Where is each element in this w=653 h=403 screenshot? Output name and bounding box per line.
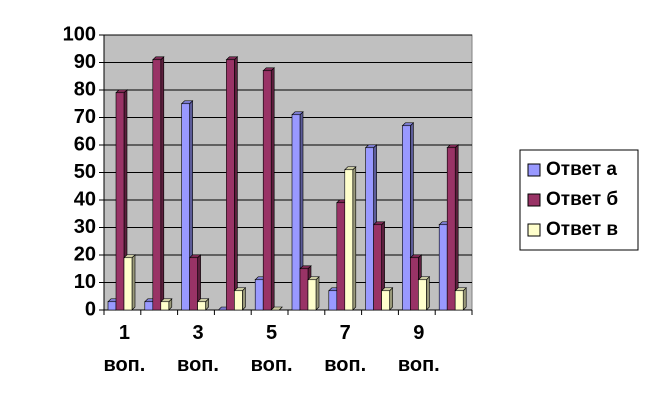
bar-side xyxy=(242,287,246,311)
bar-side xyxy=(234,56,238,311)
bar xyxy=(328,290,338,311)
bar xyxy=(336,202,346,311)
bar xyxy=(418,279,427,311)
bar xyxy=(381,290,390,311)
bar-top xyxy=(270,306,283,311)
bar xyxy=(291,114,301,311)
bar-side xyxy=(352,166,357,311)
bar xyxy=(197,301,206,311)
x-tick-label: 1 воп. xyxy=(103,322,146,376)
bar-side xyxy=(462,287,467,311)
bar xyxy=(262,70,272,311)
y-tick-label: 50 xyxy=(74,161,96,183)
y-tick-label: 40 xyxy=(74,188,96,210)
bar-side xyxy=(131,254,136,311)
bar-side xyxy=(315,276,320,311)
x-tick-label: 9 воп. xyxy=(397,322,440,376)
y-tick-label: 90 xyxy=(74,51,96,73)
bar xyxy=(254,279,264,311)
bar xyxy=(373,224,382,311)
bar xyxy=(410,257,419,311)
y-tick-label: 10 xyxy=(74,271,96,293)
bar xyxy=(402,125,411,311)
bar xyxy=(144,301,154,311)
bar xyxy=(234,290,243,311)
y-tick-label: 60 xyxy=(74,133,96,155)
y-tick-label: 20 xyxy=(74,243,96,265)
x-tick-label: 7 воп. xyxy=(324,322,367,376)
bar xyxy=(107,301,117,311)
bar xyxy=(160,301,170,311)
bar xyxy=(226,59,235,311)
bar xyxy=(115,92,125,311)
legend-label: Ответ а xyxy=(546,159,617,180)
bar xyxy=(344,169,354,311)
bar xyxy=(438,224,448,311)
bar-side xyxy=(426,276,430,311)
x-tick-label: 3 воп. xyxy=(177,322,219,376)
bar xyxy=(365,147,374,311)
bar-side xyxy=(389,287,393,311)
bar xyxy=(454,290,464,311)
x-tick-label: 5 воп. xyxy=(250,322,293,376)
legend-label: Ответ б xyxy=(546,189,618,210)
y-tick-label: 80 xyxy=(74,78,96,100)
legend-swatch xyxy=(527,193,541,207)
bar-side xyxy=(270,67,275,311)
bar xyxy=(446,147,456,311)
y-tick-label: 0 xyxy=(85,298,96,320)
bar-side xyxy=(160,56,165,311)
legend-swatch xyxy=(527,163,541,177)
y-tick-label: 100 xyxy=(63,23,96,45)
bar xyxy=(152,59,162,311)
bar xyxy=(189,257,198,311)
bar xyxy=(299,268,309,311)
legend-label: Ответ в xyxy=(546,219,618,240)
bar xyxy=(123,257,133,311)
y-tick-label: 70 xyxy=(74,106,96,128)
legend-swatch xyxy=(527,223,541,237)
bar-side xyxy=(454,144,459,311)
y-tick-label: 30 xyxy=(74,216,96,238)
bar xyxy=(307,279,317,311)
bar xyxy=(181,103,190,311)
